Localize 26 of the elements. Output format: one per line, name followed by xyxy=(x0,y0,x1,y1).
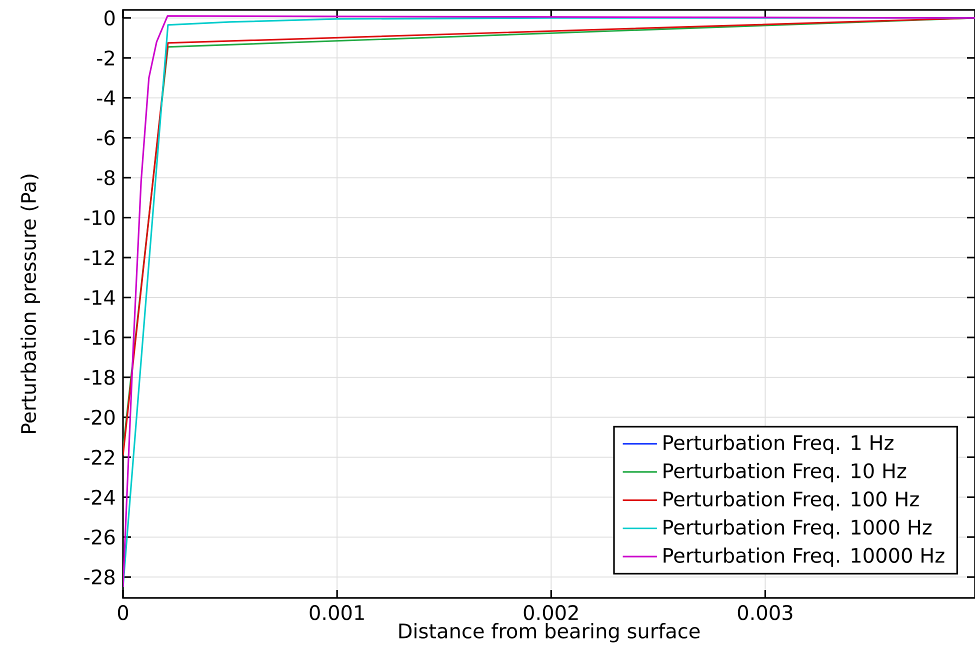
y-tick-label: -4 xyxy=(96,90,115,106)
y-tick-label: -24 xyxy=(84,490,115,505)
legend-label: Perturbation Freq. 1 Hz xyxy=(664,434,894,454)
y-tick-label: -14 xyxy=(84,290,115,305)
y-tick-label: -6 xyxy=(96,130,115,146)
y-tick-label: -10 xyxy=(84,210,115,226)
y-tick-label: -2 xyxy=(96,50,114,66)
legend-label: Perturbation Freq. 10 Hz xyxy=(664,462,906,482)
x-tick-label: 0.001 xyxy=(310,605,364,620)
y-tick-label: -12 xyxy=(84,250,114,265)
x-tick-label: 0.002 xyxy=(524,605,578,620)
x-axis-title: Distance from bearing surface xyxy=(399,623,700,642)
y-axis-title: Perturbation pressure (Pa) xyxy=(20,174,40,434)
y-tick-label: -8 xyxy=(96,170,115,186)
x-tick-label: 0.003 xyxy=(738,605,792,620)
x-tick-label: 0 xyxy=(118,605,128,620)
y-tick-label: -16 xyxy=(84,330,115,345)
y-tick-label: 0 xyxy=(104,10,115,26)
legend-label: Perturbation Freq. 1000 Hz xyxy=(664,519,932,539)
legend-label: Perturbation Freq. 10000 Hz xyxy=(664,547,944,567)
y-tick-label: -22 xyxy=(84,450,114,465)
y-tick-label: -28 xyxy=(84,569,115,585)
legend-label: Perturbation Freq. 100 Hz xyxy=(664,491,919,510)
y-tick-label: -26 xyxy=(84,530,115,545)
y-tick-label: -18 xyxy=(84,370,115,385)
y-tick-label: -20 xyxy=(84,410,115,425)
